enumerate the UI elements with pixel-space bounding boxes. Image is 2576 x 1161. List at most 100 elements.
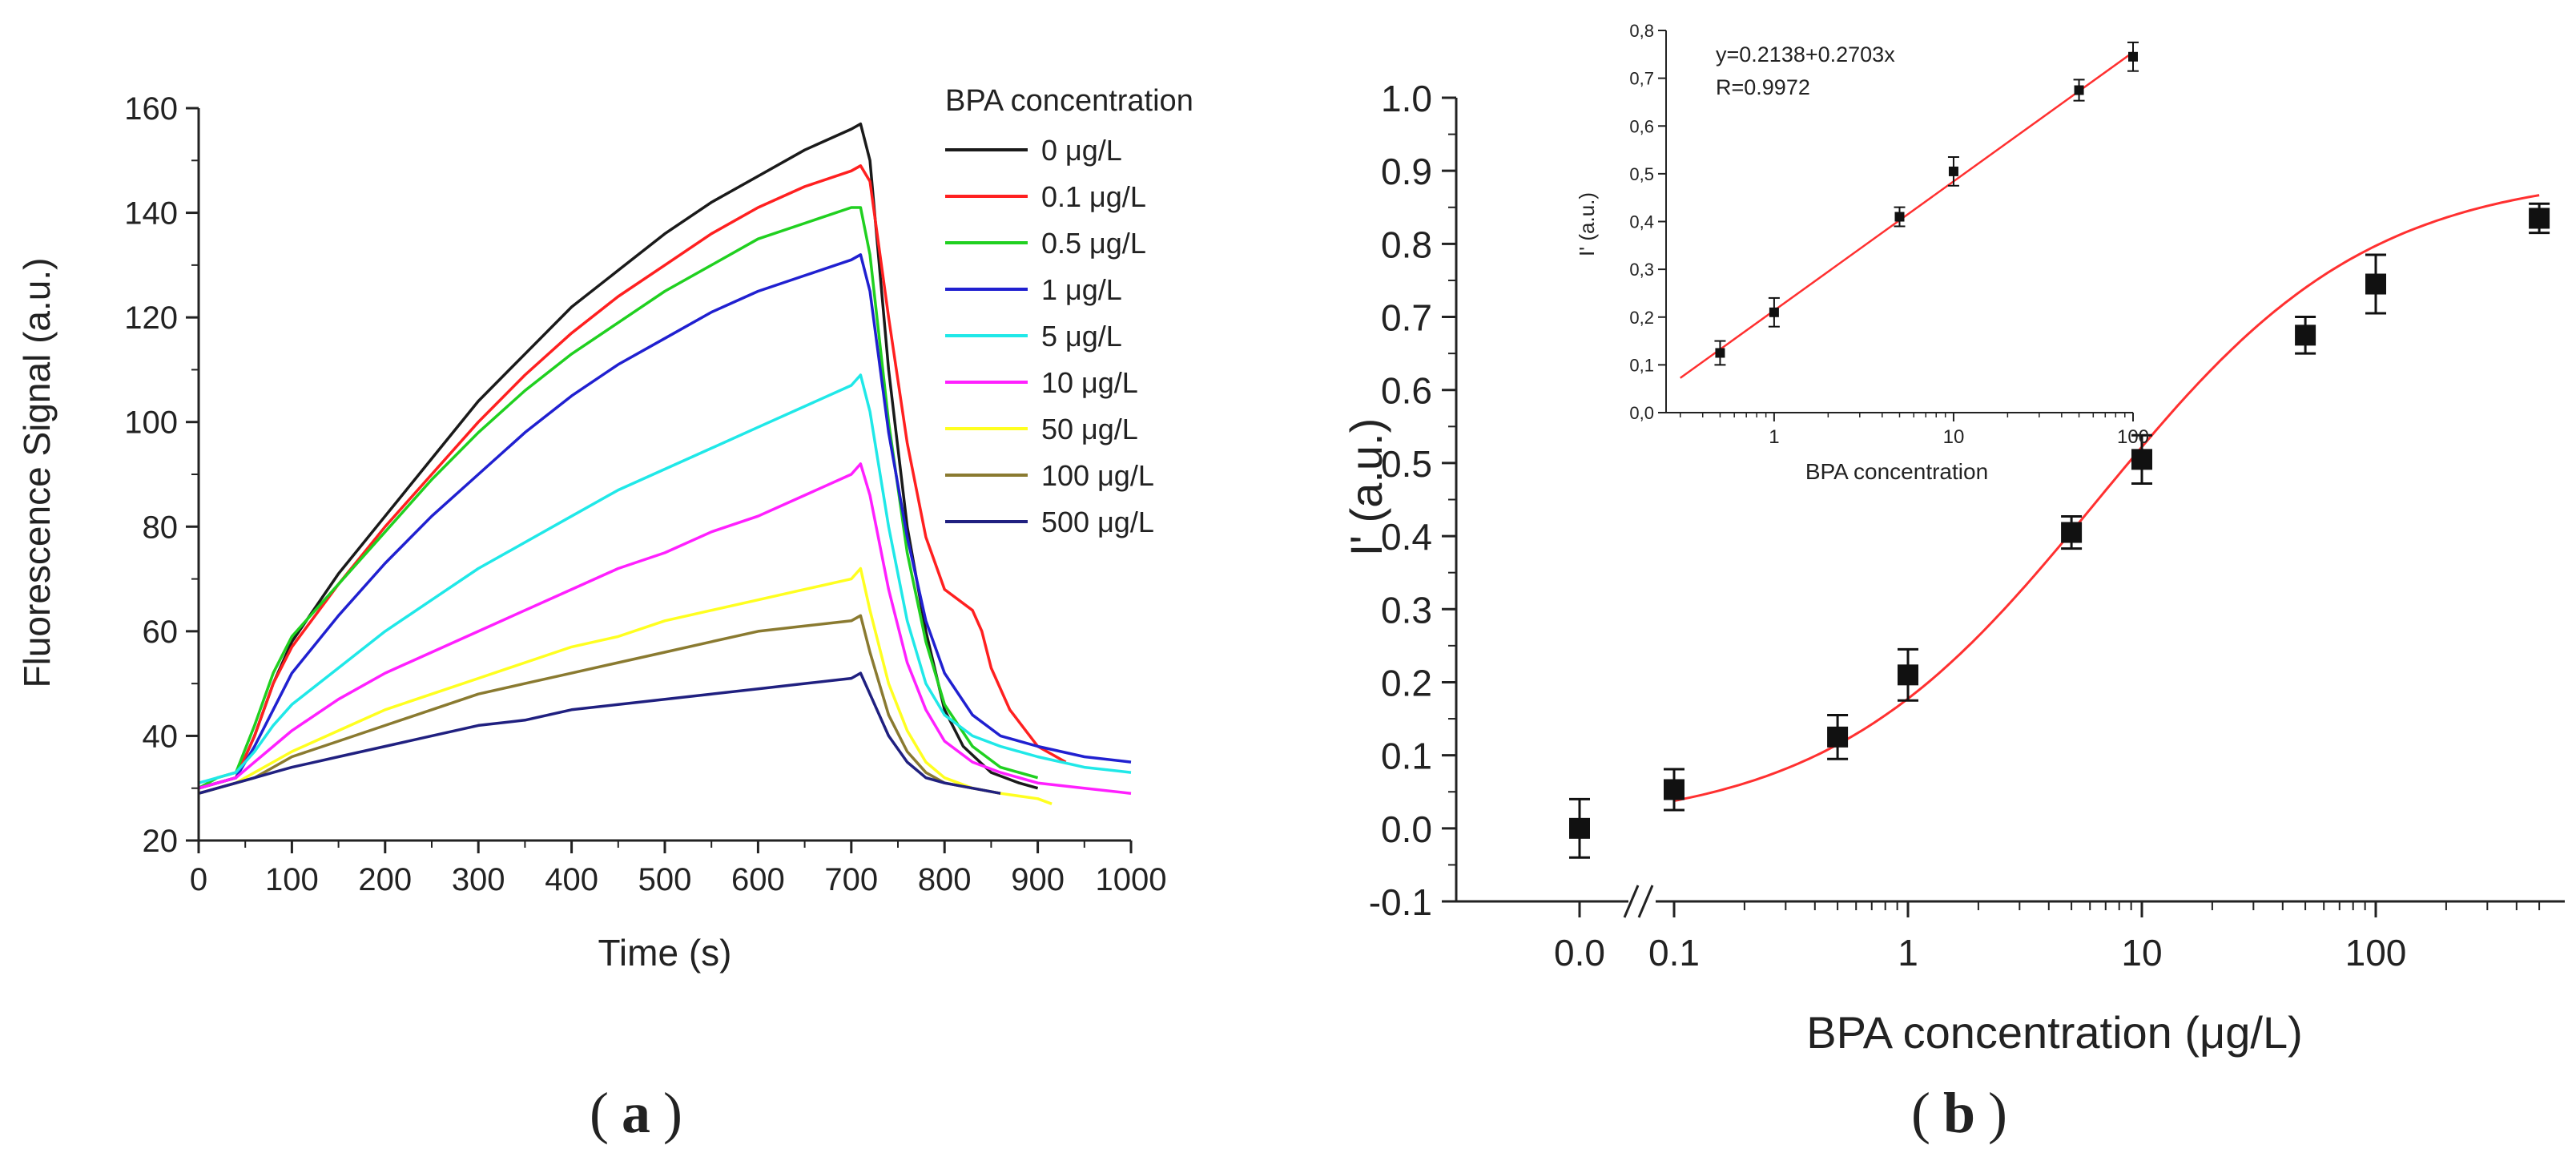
inset-y-tick-label: 0,5 xyxy=(1629,164,1654,184)
chart-a-fluorescence-time: 0 100 200 300 400 500 600 700 800 900 1000 20 40 60 80… xyxy=(16,84,1193,974)
chart-a-legend-entry: 0 μg/L xyxy=(1041,134,1122,167)
chart-b-y-tick-label: 0.6 xyxy=(1381,370,1432,412)
inset-x-tick-label: 10 xyxy=(1943,426,1965,448)
chart-b-y-tick-label: 0.1 xyxy=(1381,736,1432,777)
inset-axes: 0,0 0,1 0,2 0,3 0,4 0,5 0,6 0,7 0,8 1 10 100 xyxy=(1629,21,2149,448)
chart-a-legend-entry: 50 μg/L xyxy=(1041,413,1138,445)
chart-a-y-tick-label: 80 xyxy=(143,510,179,545)
inset-y-tick-label: 0,7 xyxy=(1629,69,1654,89)
chart-a-legend-entry: 100 μg/L xyxy=(1041,459,1154,492)
chart-a-y-tick-label: 120 xyxy=(124,300,178,336)
inset-y-tick-label: 0,2 xyxy=(1629,308,1654,328)
chart-b-axes: -0.1 0.0 0.1 0.2 0.3 0.4 0.5 0.6 0.7 0.8 0.9 1.0 0.0… xyxy=(1369,78,2565,974)
panel-label-b-letter: b xyxy=(1943,1081,1975,1145)
chart-b-y-tick-label: 0.2 xyxy=(1381,662,1432,703)
chart-a-x-tick-label: 500 xyxy=(638,862,692,897)
panel-label-a: ( a ) xyxy=(590,1081,682,1145)
chart-a-series-group xyxy=(198,122,1132,805)
svg-text:): ) xyxy=(1988,1081,2007,1145)
chart-a-series-line xyxy=(198,164,1067,790)
inset-data-point xyxy=(2128,51,2138,62)
inset-points-group xyxy=(1714,41,2139,366)
chart-b-axis-break-mark xyxy=(1623,885,1640,918)
chart-a-series-line xyxy=(198,671,1001,795)
inset-y-tick-label: 0,4 xyxy=(1629,212,1654,232)
chart-a-x-tick-label: 300 xyxy=(452,862,505,897)
inset-data-point xyxy=(1769,307,1779,317)
chart-b-data-point xyxy=(2131,449,2152,470)
inset-data-point xyxy=(1715,348,1725,358)
chart-b-data-point xyxy=(2295,325,2316,346)
inset-y-tick-label: 0,3 xyxy=(1629,260,1654,280)
chart-a-series-line xyxy=(198,566,1053,805)
chart-a-legend-entry: 0.1 μg/L xyxy=(1041,180,1146,213)
svg-text:(: ( xyxy=(1911,1081,1930,1145)
inset-y-tick-label: 0,0 xyxy=(1629,403,1654,423)
inset-r-value: R=0.9972 xyxy=(1716,75,1810,99)
chart-b-x-tick-label: 0.0 xyxy=(1554,932,1605,974)
svg-text:): ) xyxy=(663,1081,682,1145)
chart-a-x-tick-label: 800 xyxy=(918,862,972,897)
inset-fit-group xyxy=(1680,51,2134,379)
chart-b-data-point xyxy=(2061,522,2083,543)
chart-b-y-axis-label: I' (a.u.) xyxy=(1341,418,1391,557)
chart-a-y-tick-label: 140 xyxy=(124,196,178,232)
chart-a-y-tick-label: 60 xyxy=(143,615,179,650)
inset-y-tick-label: 0,1 xyxy=(1629,355,1654,375)
chart-a-legend-entry: 0.5 μg/L xyxy=(1041,227,1146,260)
chart-a-series-line xyxy=(198,614,1001,795)
chart-b-x-tick-label: 0.1 xyxy=(1648,932,1700,974)
chart-a-legend: BPA concentration 0 μg/L 0.1 μg/L 0.5 μg/L… xyxy=(945,84,1193,538)
chart-a-x-tick-label: 0 xyxy=(190,862,207,897)
chart-b-y-tick-label: -0.1 xyxy=(1369,881,1432,923)
chart-b-x-tick-label: 10 xyxy=(2121,932,2162,974)
inset-data-point xyxy=(1948,166,1958,176)
chart-a-legend-entry: 500 μg/L xyxy=(1041,506,1154,538)
chart-b-data-point xyxy=(1569,817,1590,839)
chart-b-y-tick-label: 0.3 xyxy=(1381,589,1432,631)
chart-a-y-tick-label: 40 xyxy=(143,719,179,754)
chart-b-x-tick-label: 100 xyxy=(2345,932,2407,974)
chart-a-x-tick-label: 700 xyxy=(824,862,878,897)
inset-y-axis-label: I' (a.u.) xyxy=(1575,192,1599,256)
inset-data-point xyxy=(1894,212,1905,222)
inset-fit-line xyxy=(1680,51,2134,379)
chart-a-y-tick-label: 20 xyxy=(143,824,179,859)
chart-a-y-tick-label: 160 xyxy=(124,91,178,127)
chart-b-x-tick-label: 1 xyxy=(1898,932,1918,974)
chart-a-series-line xyxy=(198,253,1132,790)
inset-x-tick-label: 100 xyxy=(2117,426,2149,448)
chart-a-legend-entry: 1 μg/L xyxy=(1041,273,1122,306)
inset-x-axis-label: BPA concentration xyxy=(1805,459,1988,484)
chart-b-fit-curve xyxy=(1673,194,2540,802)
chart-b-y-tick-label: 0.7 xyxy=(1381,297,1432,339)
chart-b-inset: 0,0 0,1 0,2 0,3 0,4 0,5 0,6 0,7 0,8 1 10 100 y=0.21… xyxy=(1575,20,2149,484)
chart-b-data-point xyxy=(2529,208,2550,229)
chart-a-x-axis-label: Time (s) xyxy=(598,932,732,974)
chart-a-legend-title: BPA concentration xyxy=(945,84,1193,118)
chart-a-axes: 0 100 200 300 400 500 600 700 800 900 1000 20 40 60 80… xyxy=(124,91,1166,897)
chart-a-x-tick-label: 1000 xyxy=(1096,862,1167,897)
chart-a-series-line xyxy=(198,373,1132,784)
inset-data-point xyxy=(2074,85,2084,95)
chart-a-x-tick-label: 900 xyxy=(1011,862,1065,897)
chart-b-data-point xyxy=(1664,779,1684,800)
chart-a-series-line xyxy=(198,462,1132,795)
chart-a-y-axis-label: Fluorescence Signal (a.u.) xyxy=(16,258,58,688)
chart-a-y-tick-label: 100 xyxy=(124,405,178,441)
inset-y-tick-label: 0,8 xyxy=(1629,21,1654,41)
chart-b-y-tick-label: 0.4 xyxy=(1381,516,1432,558)
inset-equation: y=0.2138+0.2703x xyxy=(1716,42,1895,67)
panel-label-b: ( b ) xyxy=(1911,1081,2007,1145)
chart-b-data-point xyxy=(1898,664,1918,686)
chart-b-y-tick-label: 0.8 xyxy=(1381,224,1432,265)
panel-label-a-letter: a xyxy=(622,1081,650,1145)
chart-b-points-group xyxy=(1569,202,2550,859)
chart-b-axis-break-mark xyxy=(1637,885,1654,918)
chart-b-dose-response: -0.1 0.0 0.1 0.2 0.3 0.4 0.5 0.6 0.7 0.8 0.9 1.0 0.0… xyxy=(1341,20,2565,1058)
chart-b-y-tick-label: 0.5 xyxy=(1381,443,1432,485)
svg-text:(: ( xyxy=(590,1081,609,1145)
chart-b-data-point xyxy=(2365,273,2386,295)
inset-x-tick-label: 1 xyxy=(1769,426,1779,448)
